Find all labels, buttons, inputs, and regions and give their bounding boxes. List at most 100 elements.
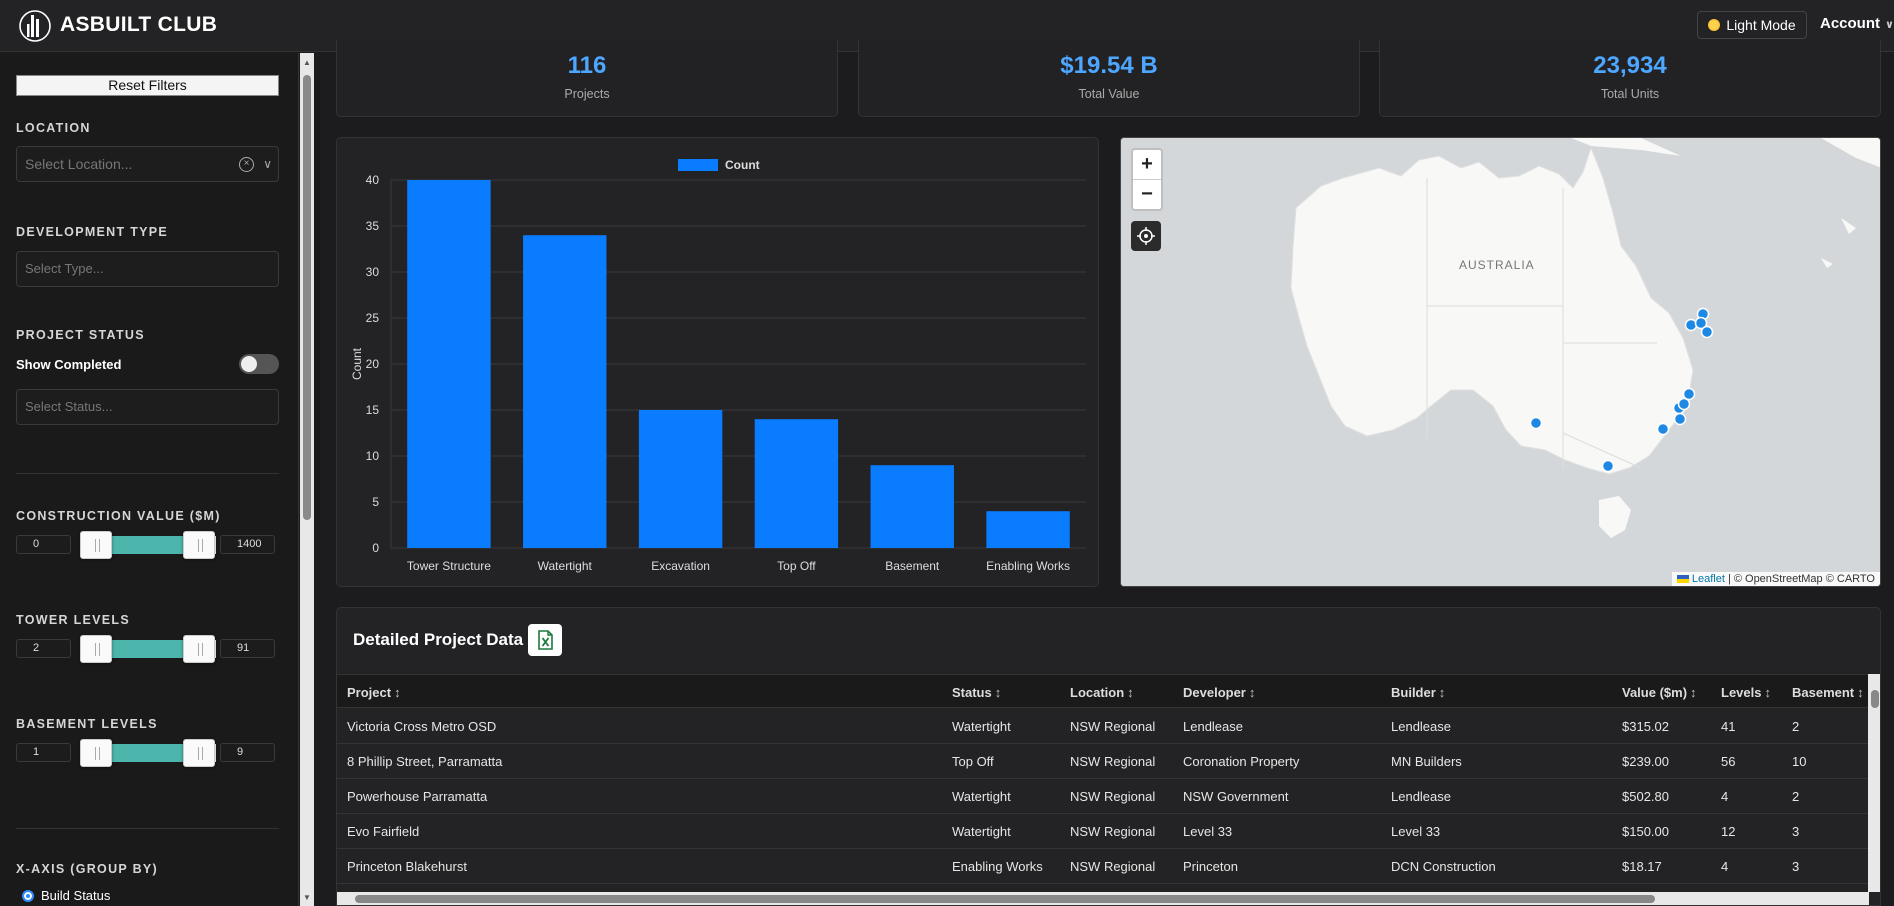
column-header-developer[interactable]: Developer ↕ (1183, 685, 1256, 700)
bar[interactable] (638, 410, 723, 548)
basement-levels-max-handle[interactable] (183, 739, 215, 767)
column-header-value[interactable]: Value ($m) ↕ (1622, 685, 1697, 700)
map-marker (1529, 416, 1543, 430)
sort-icon: ↕ (994, 685, 1002, 700)
cell-basement: 2 (1792, 719, 1800, 734)
y-tick-label: 30 (366, 265, 380, 279)
legend-swatch (678, 159, 718, 171)
show-completed-toggle[interactable] (239, 354, 279, 374)
basement-levels-min[interactable]: 1 (16, 743, 71, 762)
account-menu[interactable]: Account ∨ (1820, 15, 1894, 32)
basement-levels-max[interactable]: 9 (220, 743, 275, 762)
cell-location: NSW Regional (1070, 859, 1156, 874)
zoom-in-button[interactable]: + (1141, 153, 1153, 175)
column-header-builder[interactable]: Builder ↕ (1391, 685, 1446, 700)
project-status-select[interactable]: Select Status... (16, 389, 279, 425)
cell-status: Watertight (952, 789, 1011, 804)
y-tick-label: 20 (366, 357, 380, 371)
table-horizontal-scrollbar[interactable] (337, 892, 1869, 905)
locate-button[interactable] (1131, 221, 1161, 251)
leaflet-link[interactable]: Leaflet (1691, 573, 1725, 585)
tasmania-landmass (1599, 496, 1631, 538)
development-type-title: DEVELOPMENT TYPE (16, 225, 169, 239)
bar[interactable] (407, 180, 491, 548)
map-marker (1694, 316, 1708, 330)
cell-project: Powerhouse Parramatta (347, 789, 488, 804)
map-attribution: Leaflet | © OpenStreetMap © CARTO (1671, 572, 1880, 586)
table-row[interactable]: Princeton Blakehurst Enabling Works NSW Re… (337, 849, 1869, 884)
construction-value-fill (96, 536, 200, 554)
zoom-out-button[interactable]: − (1141, 183, 1153, 205)
basement-levels-min-handle[interactable] (80, 739, 112, 767)
cell-project: 8 Phillip Street, Parramatta (347, 754, 503, 769)
bar[interactable] (523, 235, 607, 548)
y-tick-label: 5 (372, 495, 379, 509)
basement-levels-title: BASEMENT LEVELS (16, 717, 158, 731)
construction-value-max-handle[interactable] (183, 531, 215, 559)
location-title: LOCATION (16, 121, 91, 135)
cell-value: $239.00 (1622, 754, 1669, 769)
zoom-divider (1133, 179, 1161, 180)
column-header-location[interactable]: Location ↕ (1070, 685, 1134, 700)
y-tick-label: 0 (372, 541, 379, 555)
sidebar-scrollbar-thumb[interactable] (303, 75, 311, 520)
tower-levels-min-handle[interactable] (80, 635, 112, 663)
stat-card-total-value: $19.54 B Total Value (858, 40, 1360, 117)
clear-icon[interactable]: × (239, 157, 254, 172)
crosshair-icon (1137, 227, 1155, 245)
radio-selected-icon[interactable] (22, 889, 34, 902)
column-header-status[interactable]: Status ↕ (952, 685, 1002, 700)
cell-location: NSW Regional (1070, 719, 1156, 734)
table-row[interactable]: Evo Fairfield Watertight NSW Regional Level… (337, 814, 1869, 849)
bar[interactable] (870, 465, 954, 548)
bar[interactable] (754, 419, 839, 548)
scroll-up-icon[interactable]: ▲ (303, 58, 311, 67)
construction-value-min[interactable]: 0 (16, 535, 71, 554)
project-map[interactable]: AUSTRALIA + − Leaflet (1120, 137, 1881, 587)
tower-levels-fill (96, 640, 200, 658)
scrollbar-thumb[interactable] (1871, 690, 1879, 708)
table-row[interactable]: 8 Phillip Street, Parramatta Top Off NSW R… (337, 744, 1869, 779)
column-header-levels[interactable]: Levels ↕ (1721, 685, 1771, 700)
stat-value: $19.54 B (1060, 52, 1158, 79)
column-header-project[interactable]: Project ↕ (347, 685, 401, 700)
construction-value-min-handle[interactable] (80, 531, 112, 559)
construction-value-max[interactable]: 1400 (220, 535, 275, 554)
x-tick-label: Watertight (538, 559, 593, 573)
account-label: Account (1820, 15, 1880, 32)
cell-location: NSW Regional (1070, 754, 1156, 769)
table-vertical-scrollbar[interactable] (1868, 674, 1880, 892)
x-axis-option-build-status[interactable]: Build Status (22, 888, 110, 903)
stat-card-projects: 116 Projects (336, 40, 838, 117)
development-type-select[interactable]: Select Type... (16, 251, 279, 287)
sort-icon: ↕ (1764, 685, 1771, 700)
table-row[interactable]: Victoria Cross Metro OSD Watertight NSW Re… (337, 709, 1869, 744)
project-status-placeholder: Select Status... (25, 399, 113, 414)
sort-icon: ↕ (1438, 685, 1446, 700)
export-excel-button[interactable] (528, 624, 562, 656)
cell-levels: 56 (1721, 754, 1736, 769)
tower-levels-max[interactable]: 91 (220, 639, 275, 658)
scrollbar-thumb[interactable] (355, 895, 1655, 903)
scroll-down-icon[interactable]: ▼ (303, 893, 311, 902)
location-select[interactable]: Select Location... × ∨ (16, 146, 279, 182)
light-mode-label: Light Mode (1726, 17, 1796, 33)
cell-developer: Lendlease (1183, 719, 1243, 734)
chevron-down-icon[interactable]: ∨ (263, 157, 272, 171)
tower-levels-max-handle[interactable] (183, 635, 215, 663)
bar[interactable] (986, 511, 1070, 548)
cell-levels: 41 (1721, 719, 1736, 734)
cell-value: $315.02 (1622, 719, 1669, 734)
legend-label: Count (725, 158, 760, 172)
cell-levels: 4 (1721, 859, 1729, 874)
tower-levels-min[interactable]: 2 (16, 639, 71, 658)
brand-name[interactable]: ASBUILT CLUB (60, 13, 218, 36)
table-row[interactable]: Powerhouse Parramatta Watertight NSW Regio… (337, 779, 1869, 814)
light-mode-button[interactable]: Light Mode (1697, 11, 1807, 39)
zoom-control: + − (1131, 148, 1163, 211)
cell-builder: Level 33 (1391, 824, 1441, 839)
filters-sidebar: Reset Filters LOCATION Select Location..… (0, 53, 299, 906)
reset-filters-button[interactable]: Reset Filters (16, 75, 279, 96)
cell-developer: Level 33 (1183, 824, 1233, 839)
column-header-basement[interactable]: Basement ↕ (1792, 685, 1864, 700)
